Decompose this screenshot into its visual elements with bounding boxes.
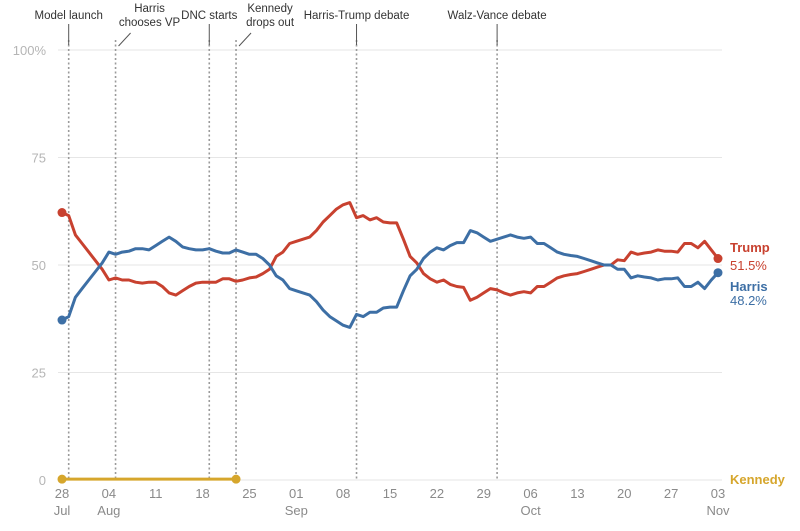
event-label: Harris-Trump debate [304, 10, 410, 22]
x-month-label: Aug [97, 503, 120, 518]
event-label: DNC starts [181, 10, 237, 22]
start-point-trump [57, 208, 67, 218]
x-month-label: Nov [706, 503, 730, 518]
series-value-trump: 51.5% [730, 258, 767, 273]
series-name-kennedy: Kennedy [730, 472, 786, 487]
series-lines [57, 201, 723, 484]
y-tick-label: 50 [32, 258, 46, 273]
series-name-trump: Trump [730, 240, 770, 255]
event-label: drops out [246, 17, 295, 29]
y-tick-label: 25 [32, 366, 46, 381]
end-point-harris [713, 268, 723, 278]
event-label: chooses VP [119, 17, 181, 29]
x-month-label: Jul [54, 503, 71, 518]
x-tick-label: 22 [430, 486, 444, 501]
x-tick-label: 29 [476, 486, 490, 501]
start-point-harris [57, 315, 67, 325]
x-tick-label: 04 [102, 486, 116, 501]
y-tick-label: 100% [13, 43, 47, 58]
start-point-kennedy [231, 474, 241, 484]
axes: 0 25 50 75 100% 28 Jul 04 Aug 11 18 25 01 Sep 08 15 22 29… [13, 43, 730, 518]
series-name-harris: Harris [730, 279, 768, 294]
x-tick-label: 28 [55, 486, 69, 501]
x-tick-label: 13 [570, 486, 584, 501]
x-tick-label: 25 [242, 486, 256, 501]
event-leader [118, 32, 131, 47]
end-point-trump [713, 254, 723, 264]
y-tick-label: 75 [32, 151, 46, 166]
x-tick-label: 20 [617, 486, 631, 501]
event-leader [238, 32, 252, 47]
x-tick-label: 27 [664, 486, 678, 501]
event-label: Kennedy [247, 3, 293, 15]
start-point-kennedy [57, 474, 67, 484]
x-month-label: Sep [285, 503, 308, 518]
series-value-harris: 48.2% [730, 293, 767, 308]
series-line-harris [60, 229, 720, 329]
event-label: Walz-Vance debate [448, 10, 547, 22]
x-tick-label: 18 [195, 486, 209, 501]
y-tick-label: 0 [39, 473, 46, 488]
x-tick-label: 08 [336, 486, 350, 501]
series-line-trump [60, 201, 720, 302]
x-tick-label: 03 [711, 486, 725, 501]
x-tick-label: 06 [523, 486, 537, 501]
event-label: Model launch [34, 10, 102, 22]
x-tick-label: 11 [149, 486, 163, 501]
x-month-label: Oct [520, 503, 541, 518]
x-tick-label: 15 [383, 486, 397, 501]
grid [58, 49, 722, 481]
x-tick-label: 01 [289, 486, 303, 501]
event-label: Harris [134, 3, 165, 15]
